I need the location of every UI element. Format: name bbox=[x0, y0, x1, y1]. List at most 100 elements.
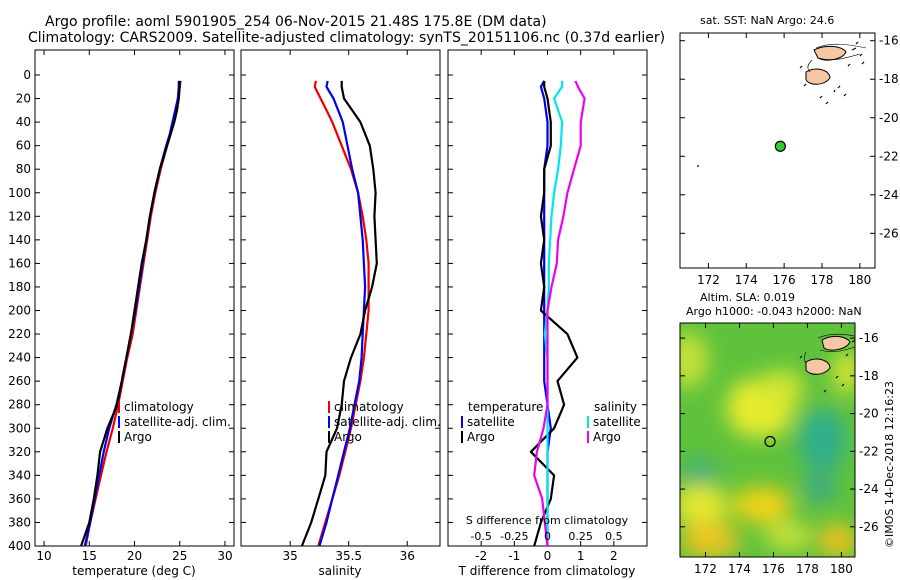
difference-legend: temperature satellite Argo salinity sate… bbox=[461, 400, 641, 444]
series-line-temperature-argo bbox=[529, 80, 579, 547]
salinity-xlabel: salinity bbox=[318, 564, 361, 578]
series-line-salinity-satellite bbox=[543, 80, 564, 546]
series-line-climatology bbox=[313, 80, 370, 547]
temperature-panel: 0 20 40 60 80 100 120 140 160 180 200 220 240 260 280 3… bbox=[8, 49, 235, 578]
lon-tick-label: 178 bbox=[811, 273, 834, 287]
sla-blob bbox=[798, 408, 846, 472]
argo-float-location bbox=[774, 140, 786, 152]
small-islands bbox=[799, 339, 855, 393]
sla-heatmap bbox=[680, 323, 855, 557]
vanua-levu-island bbox=[813, 45, 847, 61]
legend-argo: Argo bbox=[124, 430, 152, 444]
sla-blob bbox=[680, 485, 728, 525]
lon-tick-label: 176 bbox=[762, 562, 785, 576]
lon-tick-label: 172 bbox=[697, 273, 720, 287]
legend-swatch-s-argo bbox=[587, 431, 589, 443]
depth-tick-label: 120 bbox=[8, 209, 31, 223]
legend-satellite: satellite-adj. clim. bbox=[124, 415, 231, 429]
depth-tick-label: 80 bbox=[16, 162, 31, 176]
x-tick-label: 15 bbox=[82, 549, 97, 563]
imos-credit: ©IMOS 14-Dec-2018 12:16:23 bbox=[883, 381, 896, 548]
depth-axis: 0 20 40 60 80 100 120 140 160 180 200 220 240 260 280 3… bbox=[8, 68, 234, 553]
sst-map-panel: sat. SST: NaN Argo: 24.6 172 174 176 178 180… bbox=[679, 14, 899, 287]
title-line1: Argo profile: aoml 5901905_254 06-Nov-20… bbox=[45, 14, 547, 30]
s-tick-label: 0.5 bbox=[605, 530, 623, 543]
lon-tick-label: 174 bbox=[728, 562, 751, 576]
x-tick-label: 2 bbox=[610, 549, 618, 563]
depth-tick-label: 340 bbox=[8, 468, 31, 482]
sla-blob bbox=[834, 350, 855, 394]
depth-tick-label: 280 bbox=[8, 398, 31, 412]
sla-blob bbox=[680, 458, 720, 486]
depth-tick-label: 260 bbox=[8, 374, 31, 388]
sla-map-title-line2: Argo h1000: -0.043 h2000: NaN bbox=[686, 305, 862, 318]
viti-levu-island bbox=[805, 358, 831, 375]
x-tick-label: 20 bbox=[127, 549, 142, 563]
small-islands bbox=[799, 41, 865, 105]
x-tick-label: 36 bbox=[400, 549, 415, 563]
lat-tick-label: -24 bbox=[859, 482, 879, 496]
x-tick-label: 35.5 bbox=[335, 549, 362, 563]
depth-tick-label: 180 bbox=[8, 280, 31, 294]
x-tick-label: 25 bbox=[172, 549, 187, 563]
depth-tick-label: 0 bbox=[23, 68, 31, 82]
legend-swatch-t-satellite bbox=[461, 416, 463, 428]
s-difference-label: S difference from climatology bbox=[466, 514, 629, 527]
sla-map-panel: Altim. SLA: 0.019 Argo h1000: -0.043 h20… bbox=[679, 291, 879, 576]
legend-swatch-argo bbox=[328, 431, 330, 443]
lat-tick-label: -22 bbox=[859, 444, 879, 458]
x-tick-label: -1 bbox=[508, 549, 520, 563]
title-line2: Climatology: CARS2009. Satellite-adjuste… bbox=[28, 30, 665, 46]
series-line-argo bbox=[80, 80, 181, 547]
sla-blob bbox=[818, 524, 855, 556]
lon-tick-label: 174 bbox=[735, 273, 758, 287]
s-tick-label: 0.25 bbox=[568, 530, 593, 543]
legend-swatch-argo bbox=[118, 431, 120, 443]
salinity-x-axis: 35 35.5 36 bbox=[283, 50, 415, 563]
legend-s-argo: Argo bbox=[593, 430, 621, 444]
series-line-argo bbox=[300, 80, 378, 547]
depth-tick-label: 140 bbox=[8, 233, 31, 247]
lon-tick-label: 180 bbox=[830, 562, 853, 576]
reef-outlines bbox=[807, 43, 867, 73]
legend-swatch-satellite bbox=[328, 416, 330, 428]
depth-tick-label: 220 bbox=[8, 327, 31, 341]
lon-tick-label: 180 bbox=[848, 273, 871, 287]
depth-tick-label: 360 bbox=[8, 492, 31, 506]
lat-tick-label: -20 bbox=[859, 407, 879, 421]
s-tick-label: -0.5 bbox=[470, 530, 491, 543]
sla-blob bbox=[760, 370, 804, 406]
fiji-islands bbox=[697, 41, 867, 167]
legend-swatch-t-argo bbox=[461, 431, 463, 443]
lon-tick-label: 172 bbox=[694, 562, 717, 576]
viti-levu-island bbox=[805, 68, 831, 85]
difference-panel: -2 -1 0 1 2 S difference from climatology -0… bbox=[447, 49, 648, 578]
lon-tick-label: 178 bbox=[796, 562, 819, 576]
legend-swatch-climatology bbox=[328, 401, 330, 413]
lat-tick-label: -20 bbox=[879, 111, 899, 125]
temperature-legend: climatology satellite-adj. clim. Argo bbox=[118, 400, 231, 444]
x-tick-label: 1 bbox=[577, 549, 585, 563]
sla-map-axes bbox=[679, 322, 856, 558]
x-tick-label: 0 bbox=[544, 549, 552, 563]
temperature-axes bbox=[34, 49, 235, 547]
x-tick-label: 30 bbox=[217, 549, 232, 563]
lat-tick-label: -22 bbox=[879, 149, 899, 163]
depth-tick-label: 100 bbox=[8, 186, 31, 200]
legend-t-argo: Argo bbox=[467, 430, 495, 444]
x-tick-label: 35 bbox=[283, 549, 298, 563]
depth-tick-label: 60 bbox=[16, 139, 31, 153]
depth-tick-label: 20 bbox=[16, 92, 31, 106]
legend-swatch-satellite bbox=[118, 416, 120, 428]
legend-satellite: satellite-adj. clim. bbox=[334, 415, 441, 429]
argo-float-location bbox=[764, 435, 776, 448]
sla-blob bbox=[804, 474, 836, 502]
legend-swatch-s-satellite bbox=[587, 416, 589, 428]
sst-map-axes-ticks: 172 174 176 178 180 -16 -18 -20 -22 -24 -26 bbox=[680, 33, 899, 287]
x-tick-label: -2 bbox=[475, 549, 487, 563]
series-line-satellite-adj-clim- bbox=[318, 80, 367, 547]
t-difference-xlabel: T difference from climatology bbox=[458, 564, 636, 578]
lat-tick-label: -18 bbox=[859, 369, 879, 383]
sla-map-axes-ticks: 172 174 176 178 180 -16 -18 -20 -22 -24 -26 bbox=[680, 323, 879, 576]
s-tick-label: -0.25 bbox=[500, 530, 528, 543]
